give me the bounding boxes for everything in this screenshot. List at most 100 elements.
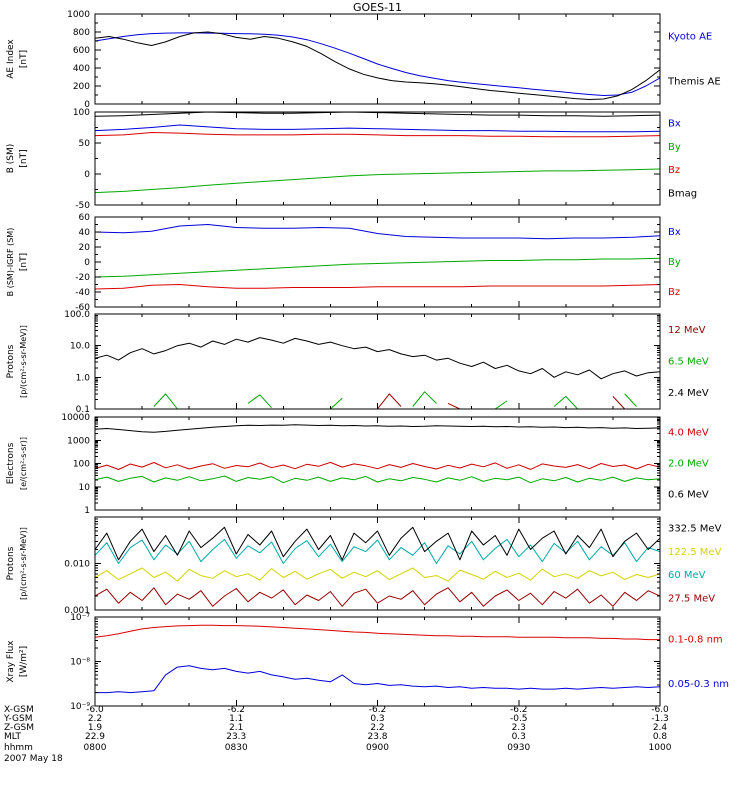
series-0.6-mev: [95, 424, 660, 433]
panel-protons-low: 0.1 1.0 10.0 100.0 12 MeV 6.5 MeV 2.4 MeV Proto…: [6, 310, 709, 415]
series-group: [95, 31, 660, 100]
date-label: 2007 May 18: [4, 754, 63, 764]
series-group: [95, 337, 660, 410]
panel-b-sm-igrf: -60 -40 -20 0 20 40 60 Bx By Bz B (SM)-IGRF (SM) [n…: [6, 213, 681, 313]
y-axis-label: [nT]: [19, 149, 29, 167]
footer-value: 2.2: [88, 714, 102, 724]
series-bz: [95, 284, 660, 290]
legend-bmag: Bmag: [668, 188, 697, 199]
series-kyoto-ae: [95, 32, 660, 96]
y-tick-label: 10.0: [70, 342, 90, 352]
y-tick-label: -60: [75, 303, 90, 313]
footer-row-label-x-gsm: X-GSM: [4, 705, 34, 715]
footer-value: -6.0: [86, 705, 104, 715]
y-axis-label: [W/m²]: [19, 646, 29, 677]
series-group: [95, 111, 660, 194]
series-group: [95, 424, 660, 484]
footer-value: 2.3: [512, 723, 526, 733]
footer-value: -6.0: [651, 705, 669, 715]
y-axis-label: Protons: [6, 344, 16, 378]
y-axis-label: [p/(cm²-s-sr-MeV)]: [19, 527, 28, 600]
y-axis-label: [nT]: [19, 50, 29, 68]
legend-60-mev: 60 MeV: [668, 570, 706, 581]
footer-value: 23.3: [226, 732, 246, 742]
series-by: [95, 168, 660, 194]
y-tick-label: 100: [73, 108, 90, 118]
series-group: [95, 224, 660, 290]
y-axis-label: [e/(cm²-s-sr)]: [19, 437, 28, 490]
y-tick-label: 1000: [67, 436, 90, 446]
series-by: [95, 257, 660, 278]
series-themis-ae: [95, 31, 660, 100]
series-27.5-mev: [95, 587, 660, 607]
series-2.4-mev: [95, 337, 660, 380]
legend-0.1-0.8-nm: 0.1-0.8 nm: [668, 634, 723, 645]
series-6.5-mev: [153, 391, 637, 410]
panel-frame: [94, 111, 661, 206]
legend-2.4-mev: 2.4 MeV: [668, 388, 709, 399]
legend-bz: Bz: [668, 287, 680, 298]
series-332.5-mev: [95, 526, 660, 561]
y-tick-label: 10⁻⁹: [70, 702, 90, 712]
y-axis-label: Protons: [6, 546, 16, 580]
y-axis-label: B (SM): [6, 144, 16, 174]
panel-xray-flux: 10⁻⁹ 10⁻⁸ 10⁻⁷ 0.1-0.8 nm 0.05-0.3 nm Xray Fl…: [6, 613, 729, 712]
footer-value: 2.4: [653, 723, 668, 733]
y-axis-label: B (SM)-IGRF (SM): [6, 228, 15, 297]
legend-0.05-0.3-nm: 0.05-0.3 nm: [668, 679, 729, 690]
footer-value: 23.8: [367, 732, 387, 742]
legend-0.6-mev: 0.6 MeV: [668, 490, 709, 501]
footer-value: -6.2: [369, 705, 387, 715]
legend-by: By: [668, 257, 681, 268]
series-60-mev: [95, 538, 660, 564]
legend-bx: Bx: [668, 227, 681, 238]
y-tick-label: 0: [84, 100, 90, 110]
legend-27.5-mev: 27.5 MeV: [668, 593, 715, 604]
footer-value: 0830: [225, 743, 248, 753]
series-bx: [95, 224, 660, 240]
footer-value: -6.2: [227, 705, 245, 715]
footer-value: -1.3: [651, 714, 669, 724]
y-tick-label: -40: [75, 288, 90, 298]
series-122.5-mev: [95, 567, 660, 582]
footer-value: -6.2: [510, 705, 528, 715]
y-tick-label: 0: [84, 170, 90, 180]
legend-bx: Bx: [668, 119, 681, 130]
y-tick-label: 1.0: [76, 373, 91, 383]
y-tick-label: 10000: [61, 413, 90, 423]
panel-frame: [94, 313, 661, 410]
footer-value: 0.8: [653, 732, 668, 742]
y-axis-label: AE Index: [6, 39, 16, 79]
panel-frame: [94, 616, 661, 707]
footer-row-label-mlt: MLT: [4, 732, 22, 742]
y-tick-label: 400: [73, 64, 90, 74]
chart-title: GOES-11: [353, 1, 402, 14]
footer-value: 2.2: [370, 723, 384, 733]
series-0.1-0.8-nm: [95, 624, 660, 641]
legend-12-mev: 12 MeV: [668, 325, 706, 336]
panel-electrons: 1 10 100 1000 10000 4.0 MeV 2.0 MeV 0.6 MeV Elec…: [6, 413, 709, 516]
y-tick-label: 200: [73, 82, 90, 92]
y-tick-label: 100.0: [64, 310, 90, 320]
panel-frame: [94, 216, 661, 308]
y-tick-label: 100: [73, 460, 90, 470]
footer: X-GSM -6.0 -6.2 -6.2 -6.2 -6.0 Y-GSM 2.2 1.1 0.3 -…: [3, 705, 672, 764]
series-4.0-mev: [95, 461, 660, 470]
legend-2.0-mev: 2.0 MeV: [668, 459, 709, 470]
footer-value: 0930: [507, 743, 530, 753]
y-axis-label: [p/(cm²-s-sr-MeV)]: [19, 325, 28, 398]
series-bx: [95, 124, 660, 133]
panel-frame: [94, 13, 661, 105]
y-axis-label: Xray Flux: [6, 640, 16, 683]
y-tick-label: 50: [79, 139, 91, 149]
series-12-mev: [377, 393, 626, 410]
footer-value: 1000: [649, 743, 672, 753]
panel-protons-high: 0.001 0.010 332.5 MeV 122.5 MeV 60 MeV 27.5 M…: [6, 516, 722, 616]
footer-value: 0800: [84, 743, 107, 753]
y-tick-label: 800: [73, 28, 90, 38]
y-axis-label: [nT]: [19, 253, 29, 271]
legend-6.5-mev: 6.5 MeV: [668, 357, 709, 368]
y-tick-label: 0: [84, 258, 90, 268]
y-tick-label: 10⁻⁷: [70, 613, 90, 623]
